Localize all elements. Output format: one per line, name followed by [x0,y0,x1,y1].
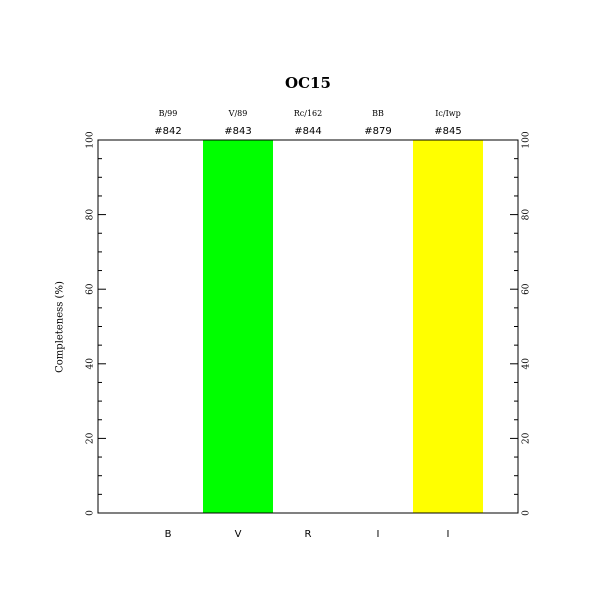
y-tick-label-right: 80 [522,209,532,221]
x-tick-label: I [447,529,450,540]
filter-label: Ic/Iwp [435,109,460,118]
y-tick-label: 0 [86,510,96,516]
y-tick-label: 40 [86,358,96,370]
y-tick-label: 60 [86,283,96,295]
id-label: #844 [294,126,321,137]
bar [203,140,273,513]
x-tick-label: R [305,529,312,540]
y-tick-label-right: 0 [522,510,532,516]
id-label: #845 [434,126,461,137]
bar [413,140,483,513]
filter-label: Rc/162 [294,109,322,118]
id-label: #842 [154,126,181,137]
y-tick-label-right: 100 [522,131,532,148]
y-axis-label: Completeness (%) [55,281,66,373]
x-tick-label: V [235,529,242,540]
id-label: #879 [364,126,391,137]
y-tick-label: 20 [86,432,96,444]
y-tick-label-right: 20 [522,432,532,444]
x-tick-label: B [165,529,172,540]
y-tick-label-right: 40 [522,358,532,370]
y-tick-label: 80 [86,209,96,221]
filter-label: BB [372,109,384,118]
chart-title: OC15 [285,74,331,92]
id-label: #843 [224,126,251,137]
y-tick-label: 100 [86,131,96,148]
filter-label: B/99 [159,109,178,118]
y-tick-label-right: 60 [522,283,532,295]
filter-label: V/89 [228,109,248,118]
x-tick-label: I [377,529,380,540]
